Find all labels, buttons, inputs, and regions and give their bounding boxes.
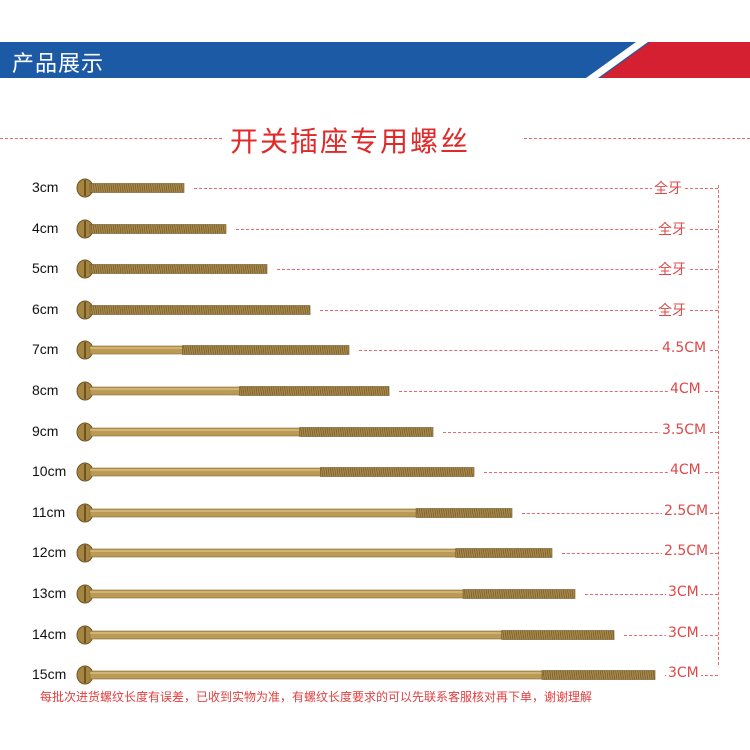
screw-row: 8cm 4CM bbox=[0, 379, 750, 403]
screw-row: 14cm 3CM bbox=[0, 623, 750, 647]
section-banner: 产品展示 bbox=[0, 42, 750, 78]
screw-size-label: 6cm bbox=[32, 300, 59, 317]
thread-length-label: 全牙 bbox=[656, 259, 688, 280]
screw-row: 15cm 3CM bbox=[0, 663, 750, 687]
screw-row: 6cm 全牙 bbox=[0, 298, 750, 322]
screw-row: 7cm 4.5CM bbox=[0, 338, 750, 362]
screw-row: 11cm 2.5CM bbox=[0, 501, 750, 525]
screw-image bbox=[76, 178, 185, 198]
screw-image bbox=[76, 462, 475, 482]
screw-shaft bbox=[89, 346, 184, 355]
guide-vertical-line bbox=[718, 185, 719, 665]
thread-length-label: 3.5CM bbox=[660, 421, 709, 438]
banner-title: 产品展示 bbox=[12, 52, 105, 77]
thread-length-label: 2.5CM bbox=[662, 502, 711, 519]
screw-row: 9cm 3.5CM bbox=[0, 420, 750, 444]
screw-image bbox=[76, 219, 227, 239]
guide-dash-line bbox=[194, 188, 718, 189]
guide-dash-line bbox=[484, 472, 718, 474]
screw-thread bbox=[89, 264, 268, 274]
screw-row: 10cm 4CM bbox=[0, 460, 750, 484]
screw-shaft bbox=[89, 630, 504, 639]
screw-image bbox=[76, 259, 268, 279]
heading-dash-right bbox=[524, 138, 750, 139]
screw-thread bbox=[89, 183, 185, 193]
screw-size-label: 8cm bbox=[32, 382, 59, 398]
screw-shaft bbox=[89, 467, 322, 477]
thread-length-label: 全牙 bbox=[656, 299, 688, 320]
heading-row: 开关插座专用螺丝 bbox=[0, 118, 750, 158]
thread-length-label: 全牙 bbox=[656, 218, 688, 239]
screw-size-label: 10cm bbox=[32, 463, 67, 480]
banner-background bbox=[0, 42, 750, 78]
thread-length-label: 3CM bbox=[666, 584, 701, 600]
thread-length-label: 2.5CM bbox=[662, 543, 711, 560]
thread-length-label: 3CM bbox=[666, 624, 701, 641]
screw-shaft bbox=[89, 427, 301, 436]
guide-dash-line bbox=[399, 391, 718, 392]
screw-row: 4cm 全牙 bbox=[0, 217, 750, 241]
guide-dash-line bbox=[522, 512, 718, 514]
screw-thread bbox=[462, 589, 576, 599]
guide-dash-line bbox=[236, 228, 718, 230]
screw-image bbox=[76, 665, 656, 685]
footer-note: 每批次进货螺纹长度有误差，已收到实物为准，有螺纹长度要求的可以先联系客服核对再下… bbox=[40, 690, 593, 704]
screw-size-label: 11cm bbox=[32, 503, 66, 520]
guide-dash-line bbox=[443, 431, 718, 433]
screw-size-label: 15cm bbox=[32, 666, 67, 683]
screw-image bbox=[76, 503, 513, 523]
thread-length-label: 3CM bbox=[666, 665, 701, 682]
guide-dash-line bbox=[320, 309, 718, 311]
guide-dash-line bbox=[277, 269, 718, 271]
thread-length-label: 4CM bbox=[668, 381, 703, 397]
screw-image bbox=[76, 422, 434, 442]
screw-image bbox=[76, 584, 576, 604]
screw-row: 12cm 2.5CM bbox=[0, 541, 750, 565]
screw-size-label: 13cm bbox=[32, 585, 67, 601]
screw-size-label: 4cm bbox=[32, 219, 59, 236]
screw-image bbox=[76, 340, 350, 360]
screw-shaft bbox=[89, 508, 418, 518]
thread-length-label: 4CM bbox=[668, 462, 703, 479]
screw-image bbox=[76, 381, 390, 401]
screw-size-label: 9cm bbox=[32, 422, 59, 439]
screw-row: 5cm 全牙 bbox=[0, 257, 750, 281]
screw-size-label: 3cm bbox=[32, 179, 59, 195]
screw-shaft bbox=[89, 589, 465, 599]
page-heading: 开关插座专用螺丝 bbox=[230, 125, 471, 158]
screw-thread bbox=[299, 426, 434, 437]
screw-shaft bbox=[89, 549, 458, 558]
screw-size-label: 5cm bbox=[32, 260, 59, 277]
screw-size-label: 14cm bbox=[32, 625, 67, 642]
thread-length-label: 全牙 bbox=[652, 178, 684, 198]
screw-image bbox=[76, 300, 311, 320]
screw-shaft bbox=[89, 670, 544, 680]
thread-length-label: 4.5CM bbox=[660, 340, 709, 357]
guide-dash-line bbox=[359, 350, 718, 352]
screw-image bbox=[76, 625, 615, 645]
screw-shaft bbox=[89, 386, 241, 396]
screw-image bbox=[76, 543, 553, 563]
screw-size-label: 7cm bbox=[32, 341, 59, 358]
guide-dash-line bbox=[585, 594, 718, 595]
screw-row: 3cm 全牙 bbox=[0, 176, 750, 200]
guide-dash-line bbox=[562, 553, 718, 555]
screw-size-label: 12cm bbox=[32, 544, 67, 561]
screw-row: 13cm 3CM bbox=[0, 582, 750, 606]
heading-dash-left bbox=[0, 138, 222, 139]
